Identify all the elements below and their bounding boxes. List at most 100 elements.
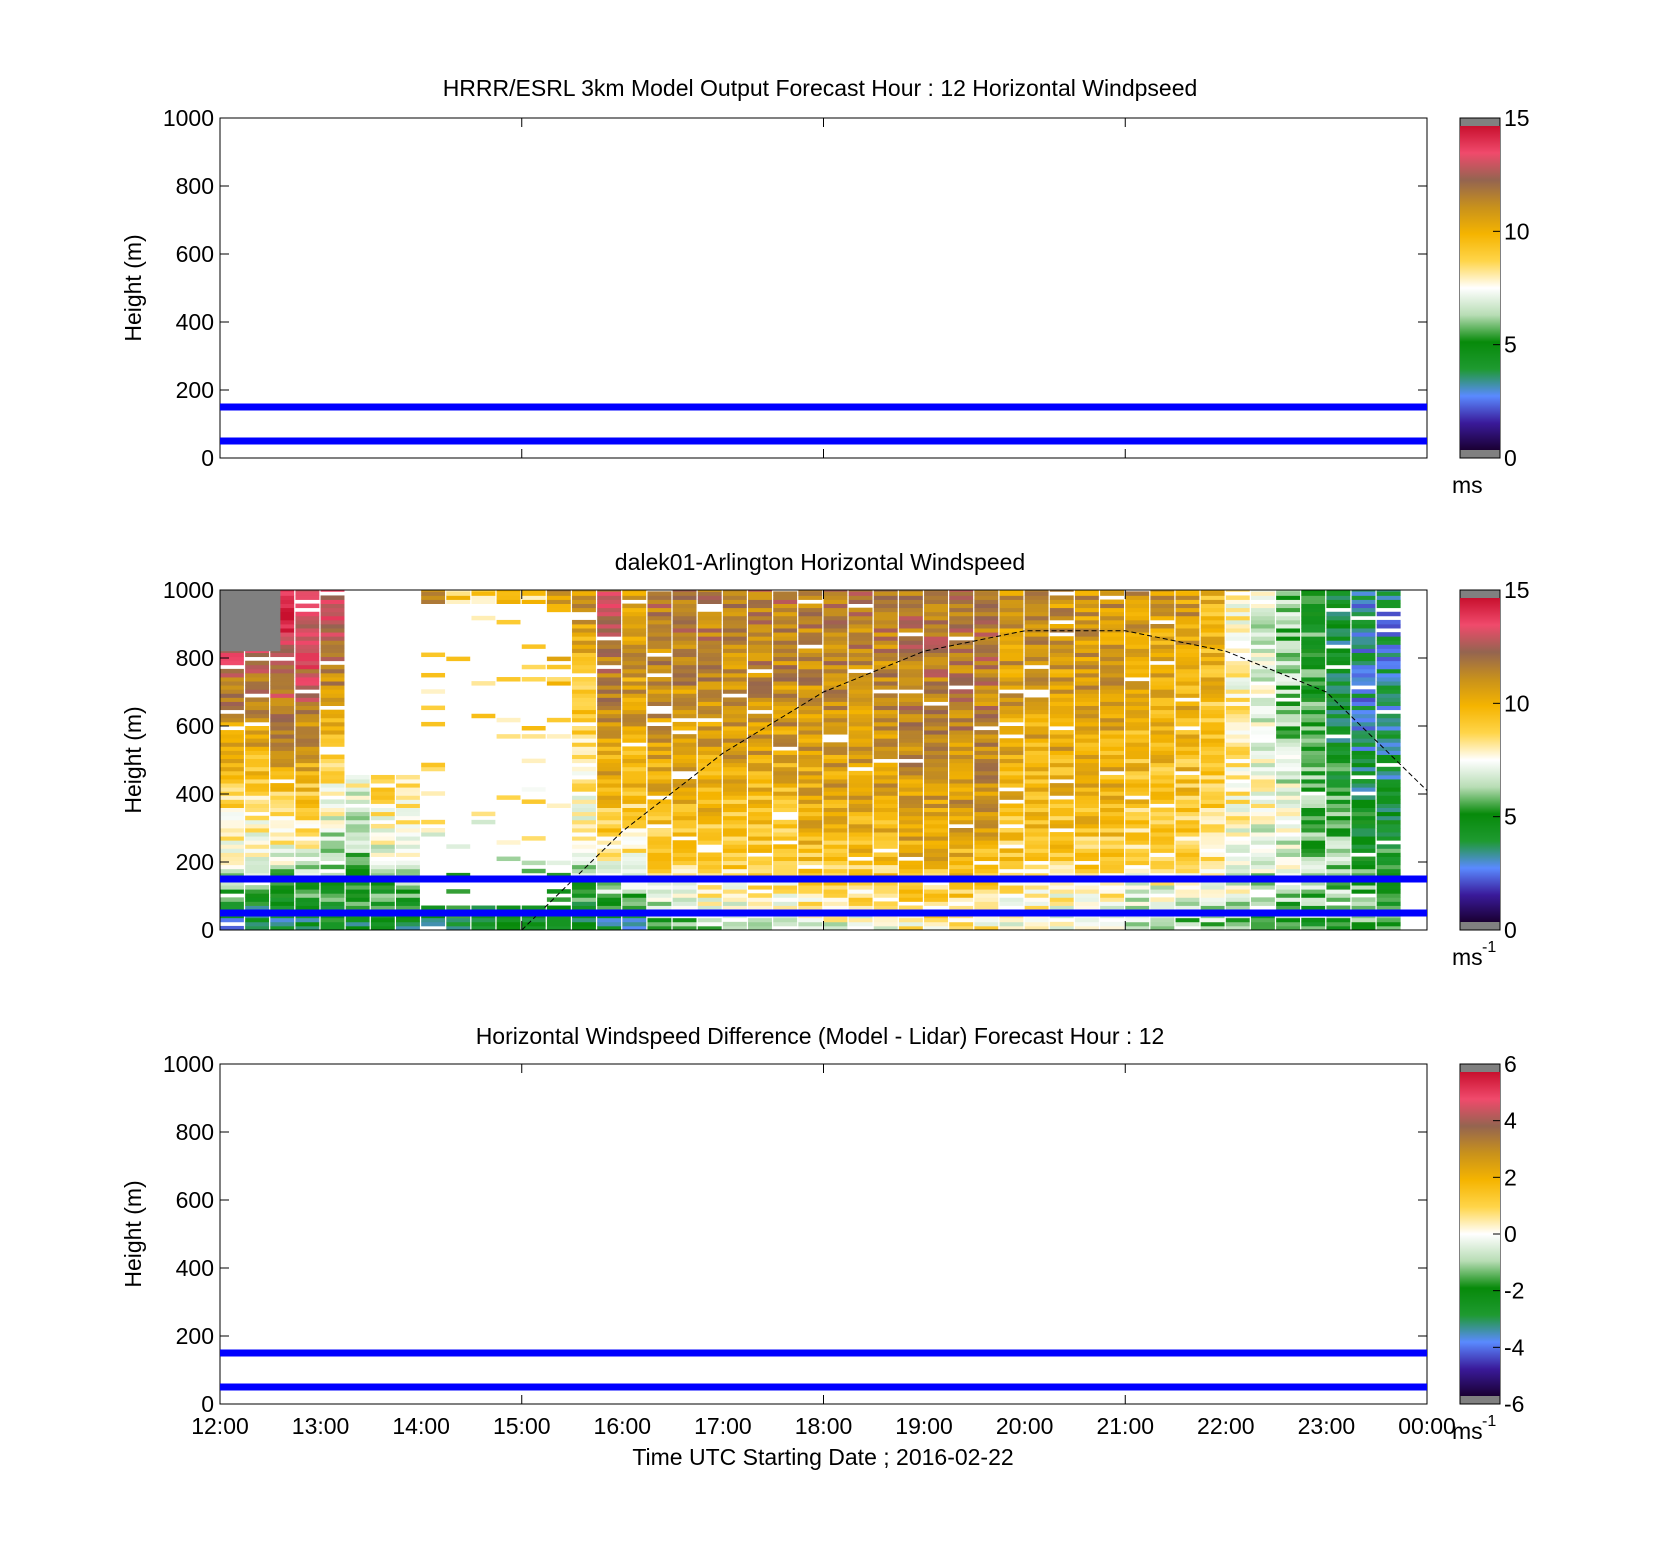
heatmap-cell bbox=[748, 864, 772, 870]
heatmap-cell bbox=[1200, 590, 1225, 592]
heatmap-cell bbox=[798, 595, 823, 600]
heatmap-cell bbox=[1200, 677, 1225, 682]
heatmap-cell bbox=[345, 799, 370, 804]
heatmap-cell bbox=[697, 640, 722, 645]
heatmap-cell bbox=[1074, 868, 1099, 874]
heatmap-cell bbox=[1024, 868, 1049, 874]
heatmap-cell bbox=[572, 636, 596, 641]
heatmap-cell bbox=[722, 734, 747, 739]
heatmap-cell bbox=[1276, 730, 1301, 735]
heatmap-cell bbox=[1175, 591, 1200, 596]
heatmap-cell bbox=[1074, 697, 1099, 702]
heatmap-cell bbox=[396, 848, 420, 853]
heatmap-cell bbox=[949, 660, 974, 666]
heatmap-cell bbox=[848, 672, 873, 678]
heatmap-cell bbox=[848, 648, 873, 653]
heatmap-cell bbox=[320, 632, 345, 637]
heatmap-cell bbox=[1301, 836, 1326, 841]
heatmap-cell bbox=[1175, 848, 1200, 853]
heatmap-cell bbox=[1301, 783, 1326, 788]
heatmap-cell bbox=[1175, 599, 1200, 604]
heatmap-cell bbox=[798, 590, 823, 592]
heatmap-cell bbox=[622, 595, 647, 600]
heatmap-cell bbox=[295, 783, 320, 788]
heatmap-cell bbox=[1150, 897, 1175, 902]
heatmap-cell bbox=[924, 628, 948, 633]
heatmap-cell bbox=[1175, 624, 1200, 629]
heatmap-cell bbox=[848, 734, 873, 739]
heatmap-cell bbox=[220, 844, 244, 849]
heatmap-cell bbox=[597, 652, 622, 658]
heatmap-cell bbox=[1049, 856, 1074, 862]
heatmap-cell bbox=[622, 787, 647, 792]
heatmap-cell bbox=[999, 624, 1024, 629]
heatmap-cell bbox=[1200, 730, 1225, 735]
heatmap-cell bbox=[1024, 599, 1049, 604]
heatmap-cell bbox=[974, 746, 999, 751]
heatmap-cell bbox=[848, 860, 873, 866]
heatmap-cell bbox=[672, 901, 697, 906]
heatmap-cell bbox=[220, 693, 244, 698]
heatmap-cell bbox=[873, 881, 898, 886]
heatmap-cell bbox=[1175, 860, 1200, 866]
heatmap-cell bbox=[672, 668, 697, 674]
heatmap-cell bbox=[1125, 713, 1150, 719]
heatmap-cell bbox=[823, 668, 848, 674]
heatmap-cell bbox=[647, 917, 672, 923]
heatmap-cell bbox=[1376, 881, 1401, 886]
heatmap-cell bbox=[1250, 697, 1275, 702]
heatmap-cell bbox=[647, 811, 672, 817]
colorbar-tick-label: -4 bbox=[1504, 1334, 1525, 1360]
heatmap-cell bbox=[220, 742, 244, 747]
heatmap-cell bbox=[1200, 787, 1225, 792]
heatmap-cell bbox=[597, 709, 622, 715]
heatmap-cell bbox=[546, 872, 571, 878]
heatmap-cell bbox=[697, 644, 722, 649]
heatmap-cell bbox=[1150, 644, 1175, 649]
heatmap-cell bbox=[722, 779, 747, 784]
heatmap-cell bbox=[446, 591, 471, 596]
heatmap-cell bbox=[1049, 664, 1074, 670]
heatmap-cell bbox=[1376, 730, 1401, 735]
heatmap-cell bbox=[924, 742, 948, 747]
heatmap-cell bbox=[496, 595, 521, 600]
heatmap-cell bbox=[1200, 701, 1225, 706]
heatmap-cell bbox=[1376, 819, 1401, 825]
heatmap-cell bbox=[1049, 697, 1074, 702]
heatmap-cell bbox=[1150, 636, 1175, 641]
heatmap-cell bbox=[1024, 721, 1049, 727]
heatmap-cell bbox=[873, 856, 898, 862]
heatmap-cell bbox=[320, 734, 345, 739]
heatmap-cell bbox=[924, 603, 948, 609]
heatmap-cell bbox=[220, 925, 244, 930]
heatmap-cell bbox=[320, 619, 345, 625]
heatmap-cell bbox=[1150, 754, 1175, 760]
heatmap-cell bbox=[1301, 677, 1326, 682]
heatmap-cell bbox=[270, 885, 295, 890]
heatmap-cell bbox=[295, 730, 320, 735]
heatmap-cell bbox=[295, 836, 320, 841]
heatmap-cell bbox=[622, 730, 647, 735]
heatmap-cell bbox=[722, 872, 747, 878]
heatmap-cell bbox=[295, 648, 320, 653]
heatmap-cell bbox=[1250, 713, 1275, 719]
heatmap-cell bbox=[597, 648, 622, 653]
heatmap-cell bbox=[1024, 766, 1049, 772]
heatmap-cell bbox=[798, 803, 823, 808]
heatmap-cell bbox=[999, 705, 1024, 711]
heatmap-cell bbox=[748, 730, 772, 735]
heatmap-cell bbox=[697, 893, 722, 898]
heatmap-cell bbox=[295, 705, 320, 711]
heatmap-cell bbox=[672, 848, 697, 853]
heatmap-cell bbox=[873, 664, 898, 670]
heatmap-cell bbox=[999, 652, 1024, 658]
heatmap-cell bbox=[1351, 811, 1376, 817]
heatmap-cell bbox=[1276, 795, 1301, 800]
heatmap-cell bbox=[848, 628, 873, 633]
heatmap-cell bbox=[1150, 664, 1175, 670]
heatmap-cell bbox=[873, 836, 898, 841]
heatmap-cell bbox=[773, 860, 798, 866]
heatmap-cell bbox=[924, 770, 948, 776]
heatmap-cell bbox=[1351, 779, 1376, 784]
heatmap-cell bbox=[622, 848, 647, 853]
